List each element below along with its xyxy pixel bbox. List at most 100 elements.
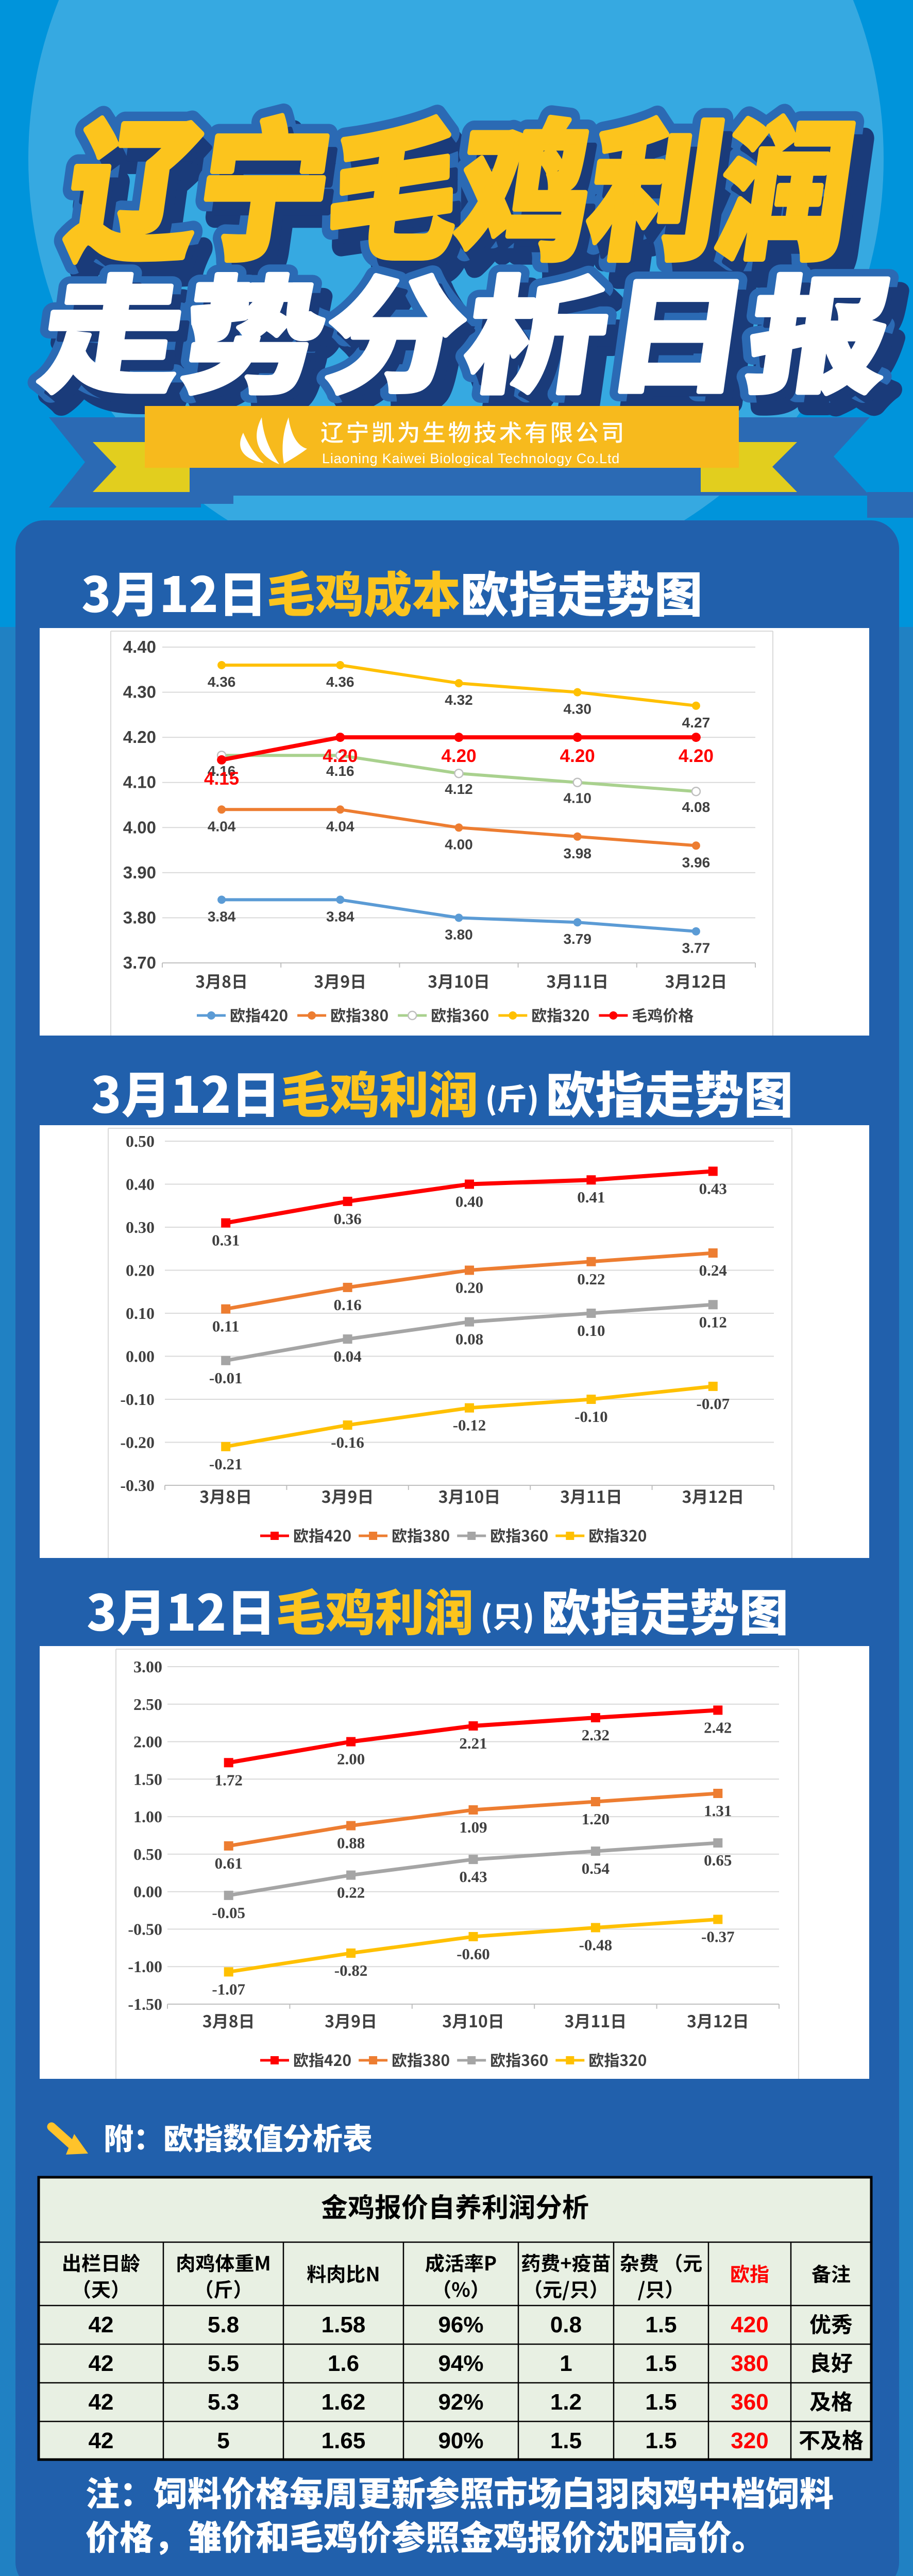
svg-text:5: 5 xyxy=(217,2428,229,2453)
svg-text:1.5: 1.5 xyxy=(645,2428,677,2453)
svg-text:1.2: 1.2 xyxy=(550,2389,582,2415)
svg-text:4.20: 4.20 xyxy=(441,746,476,766)
svg-text:0.43: 0.43 xyxy=(459,1868,487,1886)
svg-text:-1.07: -1.07 xyxy=(212,1980,245,1998)
svg-text:420: 420 xyxy=(731,2312,768,2337)
svg-text:4.10: 4.10 xyxy=(123,773,156,792)
svg-text:4.20: 4.20 xyxy=(679,746,714,766)
svg-text:0.30: 0.30 xyxy=(126,1218,155,1236)
svg-text:4.40: 4.40 xyxy=(123,637,156,656)
svg-text:1.00: 1.00 xyxy=(133,1807,162,1826)
svg-text:0.31: 0.31 xyxy=(212,1231,240,1249)
svg-text:2.42: 2.42 xyxy=(704,1718,732,1736)
svg-text:-0.05: -0.05 xyxy=(212,1904,245,1922)
svg-text:4.30: 4.30 xyxy=(563,701,591,717)
svg-text:3.96: 3.96 xyxy=(682,854,711,870)
svg-text:-0.50: -0.50 xyxy=(128,1920,162,1938)
svg-text:3.90: 3.90 xyxy=(123,863,156,882)
svg-text:42: 42 xyxy=(89,2389,114,2415)
svg-text:-0.16: -0.16 xyxy=(331,1433,364,1451)
svg-text:2.32: 2.32 xyxy=(582,1726,610,1744)
svg-text:1.20: 1.20 xyxy=(582,1810,610,1828)
svg-text:4.20: 4.20 xyxy=(123,727,156,747)
svg-text:5.5: 5.5 xyxy=(208,2351,239,2376)
svg-text:0.8: 0.8 xyxy=(550,2312,582,2337)
svg-text:96%: 96% xyxy=(438,2312,483,2337)
svg-text:42: 42 xyxy=(89,2312,114,2337)
svg-text:-1.50: -1.50 xyxy=(128,1995,162,2013)
svg-text:1.5: 1.5 xyxy=(645,2351,677,2376)
svg-text:1.6: 1.6 xyxy=(328,2351,359,2376)
svg-text:42: 42 xyxy=(89,2351,114,2376)
svg-text:1.09: 1.09 xyxy=(459,1818,487,1836)
svg-text:2.21: 2.21 xyxy=(459,1734,487,1752)
svg-text:1.5: 1.5 xyxy=(645,2389,677,2415)
svg-text:-0.82: -0.82 xyxy=(334,1961,368,1979)
svg-text:3.70: 3.70 xyxy=(123,953,156,972)
svg-text:320: 320 xyxy=(731,2428,768,2453)
svg-text:4.16: 4.16 xyxy=(326,763,354,779)
svg-text:-0.20: -0.20 xyxy=(120,1433,155,1452)
svg-text:-0.10: -0.10 xyxy=(120,1390,155,1409)
svg-text:90%: 90% xyxy=(438,2428,483,2453)
svg-text:-0.07: -0.07 xyxy=(697,1395,730,1413)
svg-text:0.20: 0.20 xyxy=(455,1279,483,1297)
svg-text:-0.12: -0.12 xyxy=(453,1416,486,1434)
svg-text:4.12: 4.12 xyxy=(445,781,473,797)
svg-text:4.15: 4.15 xyxy=(204,769,239,789)
svg-text:1.72: 1.72 xyxy=(215,1771,243,1789)
svg-text:1.31: 1.31 xyxy=(704,1802,732,1820)
svg-text:4.00: 4.00 xyxy=(445,836,473,852)
svg-text:-0.60: -0.60 xyxy=(457,1945,490,1963)
svg-text:3.00: 3.00 xyxy=(133,1657,162,1676)
svg-text:42: 42 xyxy=(89,2428,114,2453)
svg-text:2.00: 2.00 xyxy=(133,1733,162,1751)
svg-text:2.50: 2.50 xyxy=(133,1695,162,1714)
svg-text:1.58: 1.58 xyxy=(322,2312,366,2337)
svg-text:5.8: 5.8 xyxy=(208,2312,239,2337)
svg-text:0.50: 0.50 xyxy=(133,1845,162,1863)
svg-text:0.22: 0.22 xyxy=(337,1884,365,1902)
svg-text:-0.21: -0.21 xyxy=(209,1455,243,1473)
svg-text:0.54: 0.54 xyxy=(582,1859,610,1877)
svg-text:4.04: 4.04 xyxy=(326,818,354,834)
svg-text:0.61: 0.61 xyxy=(215,1854,243,1872)
svg-text:0.00: 0.00 xyxy=(126,1347,155,1366)
svg-text:4.08: 4.08 xyxy=(682,799,711,815)
svg-text:1.5: 1.5 xyxy=(645,2312,677,2337)
svg-text:0.36: 0.36 xyxy=(333,1210,361,1228)
svg-text:0.04: 0.04 xyxy=(333,1347,361,1365)
svg-text:94%: 94% xyxy=(438,2351,483,2376)
svg-text:-0.37: -0.37 xyxy=(701,1928,735,1946)
svg-text:-0.10: -0.10 xyxy=(574,1408,608,1426)
svg-text:-0.01: -0.01 xyxy=(209,1369,243,1387)
svg-text:3.98: 3.98 xyxy=(563,845,591,861)
svg-text:0.10: 0.10 xyxy=(577,1321,605,1340)
svg-text:3.79: 3.79 xyxy=(563,931,591,947)
svg-text:4.04: 4.04 xyxy=(208,818,236,834)
svg-text:-1.00: -1.00 xyxy=(128,1957,162,1976)
svg-text:0.22: 0.22 xyxy=(577,1270,605,1288)
svg-text:0.00: 0.00 xyxy=(133,1883,162,1901)
svg-text:4.32: 4.32 xyxy=(445,692,473,708)
svg-text:92%: 92% xyxy=(438,2389,483,2415)
svg-text:3.84: 3.84 xyxy=(326,908,354,924)
svg-text:360: 360 xyxy=(731,2389,768,2415)
svg-text:4.00: 4.00 xyxy=(123,818,156,837)
svg-text:0.41: 0.41 xyxy=(577,1188,605,1206)
svg-text:0.12: 0.12 xyxy=(699,1313,727,1331)
svg-text:5.3: 5.3 xyxy=(208,2389,239,2415)
svg-text:-0.48: -0.48 xyxy=(579,1936,613,1954)
svg-text:0.88: 0.88 xyxy=(337,1834,365,1852)
svg-text:3.80: 3.80 xyxy=(123,908,156,927)
svg-text:4.27: 4.27 xyxy=(682,715,711,731)
svg-text:1.50: 1.50 xyxy=(133,1770,162,1788)
svg-text:1.65: 1.65 xyxy=(322,2428,366,2453)
svg-text:4.16: 4.16 xyxy=(208,763,236,779)
svg-text:0.50: 0.50 xyxy=(126,1132,155,1150)
svg-text:4.10: 4.10 xyxy=(563,790,591,806)
svg-text:0.65: 0.65 xyxy=(704,1851,732,1869)
svg-text:0.43: 0.43 xyxy=(699,1179,727,1197)
svg-text:0.40: 0.40 xyxy=(126,1175,155,1194)
svg-text:0.40: 0.40 xyxy=(455,1193,483,1211)
